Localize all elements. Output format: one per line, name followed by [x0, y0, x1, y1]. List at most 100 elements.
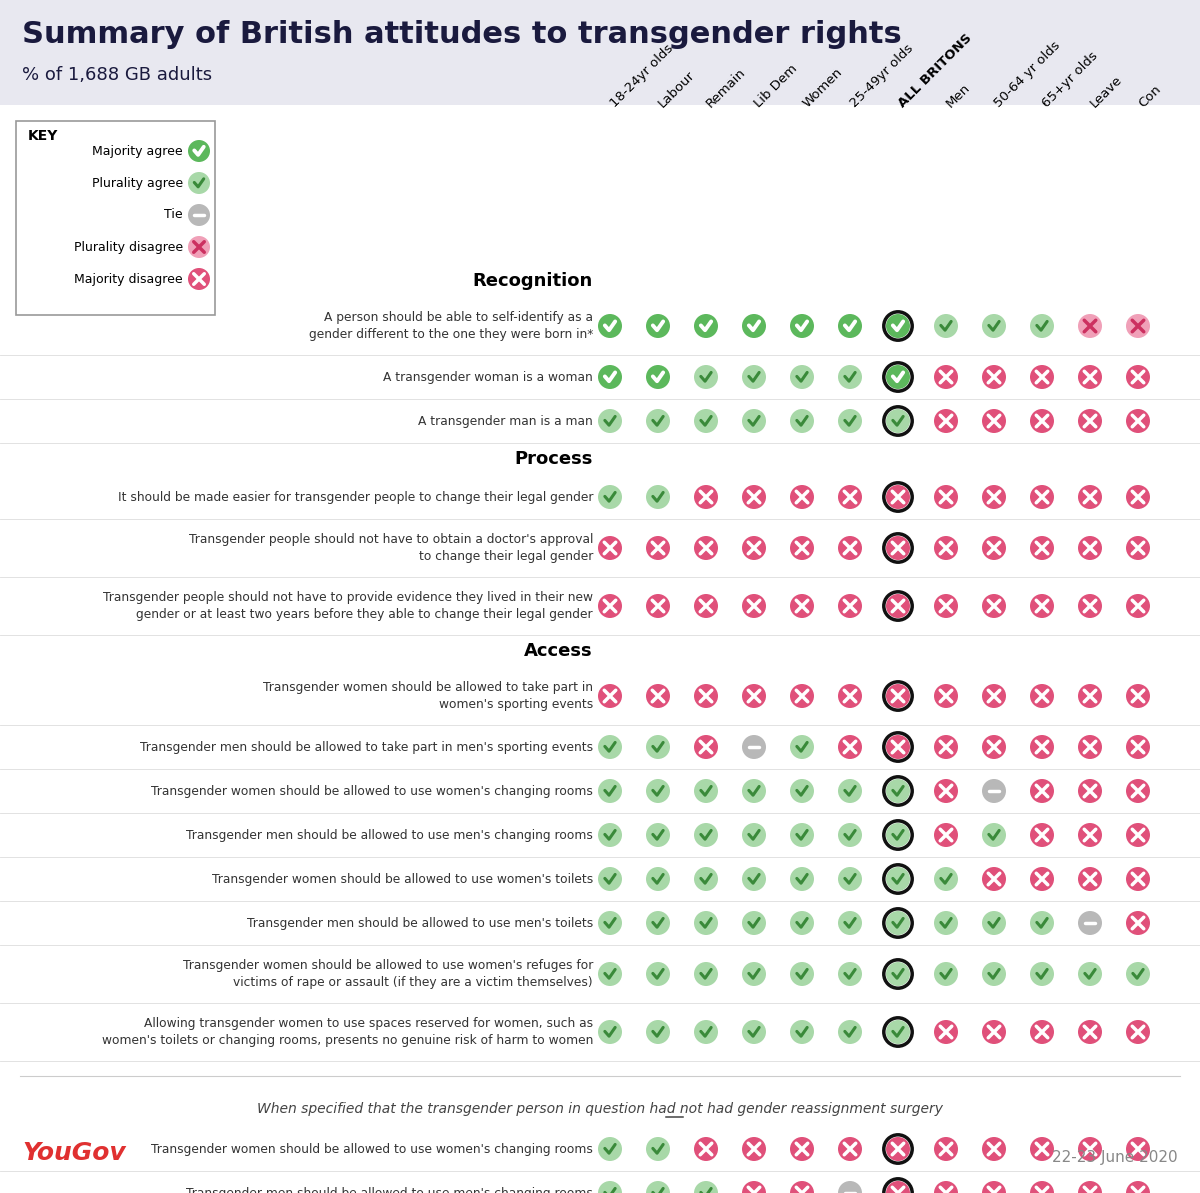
Text: YouGov: YouGov [22, 1141, 126, 1166]
Circle shape [598, 779, 622, 803]
Circle shape [838, 536, 862, 560]
Text: Lib Dem: Lib Dem [752, 62, 800, 110]
Circle shape [934, 365, 958, 389]
Text: Tie: Tie [164, 209, 182, 222]
Circle shape [598, 1181, 622, 1193]
Text: Transgender women should be allowed to use women's refuges for
victims of rape o: Transgender women should be allowed to u… [182, 959, 593, 989]
Circle shape [646, 823, 670, 847]
Circle shape [1078, 867, 1102, 891]
Circle shape [598, 536, 622, 560]
Circle shape [982, 911, 1006, 935]
Circle shape [1126, 536, 1150, 560]
Circle shape [694, 314, 718, 338]
Circle shape [1078, 735, 1102, 759]
Circle shape [1126, 1020, 1150, 1044]
Circle shape [790, 365, 814, 389]
Circle shape [598, 409, 622, 433]
Circle shape [1030, 779, 1054, 803]
Circle shape [646, 962, 670, 985]
Circle shape [646, 314, 670, 338]
Circle shape [1030, 735, 1054, 759]
Circle shape [188, 140, 210, 162]
Text: A transgender woman is a woman: A transgender woman is a woman [383, 371, 593, 383]
Circle shape [646, 779, 670, 803]
Circle shape [646, 486, 670, 509]
Circle shape [598, 684, 622, 707]
Text: ALL BRITONS: ALL BRITONS [896, 31, 974, 110]
Circle shape [598, 1137, 622, 1161]
Circle shape [742, 1137, 766, 1161]
Circle shape [598, 911, 622, 935]
Circle shape [886, 779, 910, 803]
Circle shape [1030, 823, 1054, 847]
Text: 25-49yr olds: 25-49yr olds [848, 42, 916, 110]
Circle shape [982, 779, 1006, 803]
Text: Men: Men [944, 81, 973, 110]
Circle shape [838, 1181, 862, 1193]
Circle shape [1078, 486, 1102, 509]
Circle shape [1078, 536, 1102, 560]
Circle shape [886, 684, 910, 707]
Circle shape [1078, 1137, 1102, 1161]
Circle shape [646, 1181, 670, 1193]
Circle shape [886, 735, 910, 759]
Text: 22-23 June 2020: 22-23 June 2020 [1052, 1150, 1178, 1166]
Circle shape [790, 779, 814, 803]
Circle shape [838, 823, 862, 847]
Circle shape [742, 1020, 766, 1044]
Circle shape [1078, 1181, 1102, 1193]
Circle shape [790, 1181, 814, 1193]
Circle shape [1078, 1020, 1102, 1044]
Circle shape [188, 236, 210, 258]
Circle shape [598, 735, 622, 759]
Text: Majority disagree: Majority disagree [74, 272, 182, 285]
Text: Remain: Remain [704, 66, 749, 110]
Circle shape [1030, 962, 1054, 985]
FancyBboxPatch shape [16, 120, 215, 315]
Circle shape [598, 594, 622, 618]
Text: Recognition: Recognition [473, 272, 593, 290]
Circle shape [742, 314, 766, 338]
Circle shape [790, 536, 814, 560]
Circle shape [598, 314, 622, 338]
Circle shape [838, 594, 862, 618]
Text: A transgender man is a man: A transgender man is a man [419, 414, 593, 427]
Circle shape [694, 911, 718, 935]
Circle shape [1126, 365, 1150, 389]
Circle shape [934, 962, 958, 985]
Circle shape [934, 779, 958, 803]
Circle shape [934, 486, 958, 509]
Text: Transgender people should not have to provide evidence they lived in their new
g: Transgender people should not have to pr… [103, 592, 593, 620]
Circle shape [694, 594, 718, 618]
Text: KEY: KEY [28, 129, 59, 143]
Circle shape [1030, 867, 1054, 891]
Circle shape [1078, 314, 1102, 338]
Circle shape [1126, 779, 1150, 803]
Circle shape [982, 1137, 1006, 1161]
Circle shape [886, 409, 910, 433]
Circle shape [694, 962, 718, 985]
Circle shape [1030, 1137, 1054, 1161]
Circle shape [982, 1181, 1006, 1193]
Circle shape [982, 536, 1006, 560]
Circle shape [1126, 735, 1150, 759]
Circle shape [646, 1137, 670, 1161]
Circle shape [1126, 1181, 1150, 1193]
Circle shape [1126, 911, 1150, 935]
Circle shape [646, 911, 670, 935]
Text: Transgender women should be allowed to use women's changing rooms: Transgender women should be allowed to u… [151, 1143, 593, 1156]
Circle shape [742, 779, 766, 803]
Circle shape [742, 911, 766, 935]
Circle shape [790, 735, 814, 759]
Circle shape [934, 735, 958, 759]
Text: Plurality disagree: Plurality disagree [74, 241, 182, 253]
Circle shape [1078, 779, 1102, 803]
Circle shape [982, 409, 1006, 433]
Circle shape [694, 409, 718, 433]
Circle shape [838, 1137, 862, 1161]
Circle shape [646, 735, 670, 759]
Circle shape [790, 684, 814, 707]
Circle shape [598, 365, 622, 389]
Text: 65+yr olds: 65+yr olds [1040, 49, 1100, 110]
Circle shape [934, 911, 958, 935]
